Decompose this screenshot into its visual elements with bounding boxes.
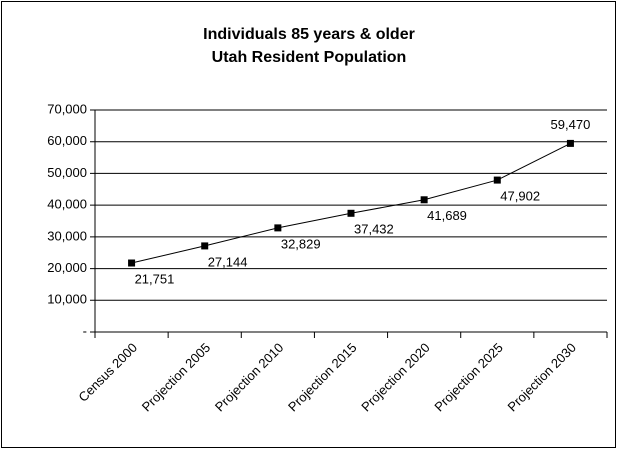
chart-subtitle: Utah Resident Population <box>212 49 407 66</box>
data-label: 21,751 <box>135 271 175 286</box>
chart-title: Individuals 85 years & older <box>203 26 415 43</box>
data-label: 27,144 <box>208 254 248 269</box>
data-point <box>493 176 501 184</box>
data-label: 41,689 <box>427 208 467 223</box>
y-tick-label: 50,000 <box>47 165 87 180</box>
data-label: 59,470 <box>551 117 591 132</box>
y-tick-label: 60,000 <box>47 133 87 148</box>
y-tick-label: 70,000 <box>47 101 87 116</box>
y-tick-label: 20,000 <box>47 260 87 275</box>
data-point <box>128 259 136 267</box>
data-label: 47,902 <box>500 189 540 204</box>
data-point <box>420 196 428 204</box>
data-label: 32,829 <box>281 236 321 251</box>
data-point <box>347 209 355 217</box>
data-point <box>566 139 574 147</box>
y-tick-label: 40,000 <box>47 197 87 212</box>
y-tick-label: 30,000 <box>47 228 87 243</box>
data-point <box>201 242 209 250</box>
data-point <box>274 224 282 232</box>
data-label: 37,432 <box>354 222 394 237</box>
y-tick-label: - <box>83 323 87 338</box>
y-tick-label: 10,000 <box>47 292 87 307</box>
